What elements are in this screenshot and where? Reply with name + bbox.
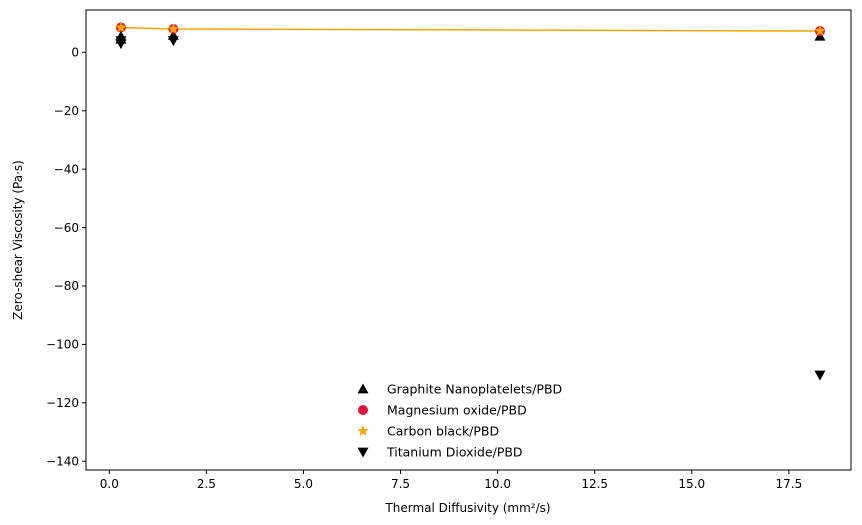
legend-marker — [357, 447, 369, 458]
triangle-down-data-point — [814, 370, 826, 381]
x-tick-label: 12.5 — [581, 477, 608, 491]
x-axis-label: Thermal Diffusivity (mm²/s) — [384, 501, 550, 515]
legend-label: Titanium Dioxide/PBD — [386, 445, 523, 460]
x-tick-label: 15.0 — [678, 477, 705, 491]
y-tick-label: −120 — [46, 396, 79, 410]
y-tick-label: −60 — [54, 221, 79, 235]
x-tick-label: 7.5 — [391, 477, 410, 491]
star-data-point — [115, 21, 127, 33]
x-tick-label: 5.0 — [294, 477, 313, 491]
triangle-down-data-point — [167, 36, 179, 47]
legend-label: Magnesium oxide/PBD — [387, 403, 527, 418]
y-axis-label: Zero-shear Viscosity (Pa·s) — [11, 160, 25, 320]
x-tick-label: 17.5 — [776, 477, 803, 491]
legend-marker — [357, 383, 369, 394]
y-axis: 0 −20 −40 −60 −80 −100 −120 −140 — [46, 46, 86, 468]
star-data-point — [814, 25, 826, 36]
y-tick-label: −140 — [46, 454, 79, 468]
y-tick-label: 0 — [71, 46, 79, 60]
plot-area — [115, 21, 826, 381]
x-axis: 0.0 2.5 5.0 7.5 10.0 12.5 15.0 17.5 — [100, 470, 802, 491]
legend-label: Graphite Nanoplatelets/PBD — [387, 382, 562, 397]
axes-frame — [85, 9, 852, 471]
triangle-down-data-point — [115, 39, 127, 50]
legend-marker — [357, 425, 369, 436]
star-data-point — [167, 22, 180, 34]
y-tick-label: −40 — [54, 162, 79, 176]
y-tick-label: −100 — [46, 338, 79, 352]
legend-marker — [358, 405, 368, 415]
y-tick-label: −80 — [54, 279, 79, 293]
legend: Graphite Nanoplatelets/PBD Magnesium oxid… — [357, 382, 562, 460]
x-tick-label: 0.0 — [100, 477, 119, 491]
legend-label: Carbon black/PBD — [387, 424, 499, 439]
x-tick-label: 10.0 — [484, 477, 511, 491]
y-tick-label: −20 — [54, 104, 79, 118]
x-tick-label: 2.5 — [197, 477, 216, 491]
